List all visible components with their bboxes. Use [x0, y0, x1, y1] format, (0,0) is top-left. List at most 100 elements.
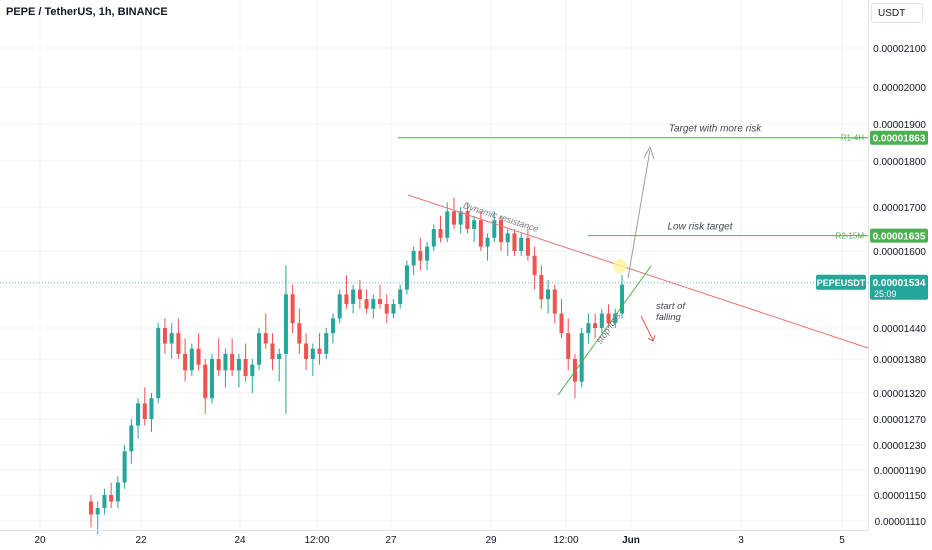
candle-body [115, 482, 120, 502]
candle-body [337, 294, 342, 319]
level-caption: Low risk target [667, 222, 733, 233]
candle-body [351, 289, 356, 304]
time-tick-label: Jun [622, 535, 640, 546]
candle-body [593, 323, 598, 328]
candle-body [579, 333, 584, 382]
candle-body [102, 495, 107, 508]
stop-loss-line [557, 265, 652, 396]
candle-body [458, 211, 463, 225]
candle-body [277, 353, 282, 359]
candle-body [465, 211, 470, 229]
candle-body [539, 275, 544, 300]
touch-highlight [613, 259, 627, 273]
candle-body [445, 211, 450, 238]
candle-body [619, 284, 625, 314]
price-tick-label: 0.00001800 [873, 157, 926, 168]
price-tick-label: 0.00001440 [873, 324, 926, 335]
level-caption: Target with more risk [669, 124, 762, 135]
candle-body [344, 294, 349, 304]
price-tick-label: 0.00001700 [873, 203, 926, 214]
price-tick-label: 0.00001380 [873, 355, 926, 366]
candle-body [532, 255, 537, 276]
time-tick-label: 29 [485, 535, 497, 546]
candle-body [384, 303, 389, 314]
candle-body [485, 237, 490, 247]
candle-body [230, 353, 235, 371]
time-tick-label: 24 [234, 535, 246, 546]
candles [88, 197, 625, 534]
candle-body [129, 425, 134, 452]
candle-body [176, 333, 181, 354]
chart-title: PEPE / TetherUS, 1h, BINANCE [6, 6, 168, 18]
candle-body [451, 211, 456, 225]
candle-body [243, 359, 248, 376]
candle-body [209, 359, 215, 399]
price-tick-label: 0.00001320 [873, 389, 926, 400]
price-tick-label: 0.00002100 [873, 44, 926, 55]
time-tick-label: 20 [34, 535, 46, 546]
price-tick-label: 0.00002000 [873, 83, 926, 94]
candle-body [498, 220, 504, 243]
level-tag: R2-15M [836, 232, 865, 241]
candle-body [505, 233, 510, 243]
level-price-text: 0.00001863 [873, 134, 926, 145]
candle-body [136, 403, 141, 426]
last-price-badge [870, 274, 928, 300]
candle-body [391, 303, 396, 314]
candle-body [216, 359, 221, 371]
candle-body [169, 333, 174, 344]
level-price-badge [870, 130, 928, 145]
symbol-badge-text: PEPEUSDT [817, 278, 866, 288]
candle-body [566, 333, 571, 359]
candle-body [599, 313, 604, 328]
candle-body [418, 251, 423, 261]
price-tick-label: 0.00001230 [873, 441, 926, 452]
candle-body [411, 251, 416, 266]
candle-body [109, 495, 114, 502]
candle-body [431, 229, 436, 247]
candle-body [149, 398, 154, 419]
resistance-line [407, 194, 869, 349]
level-price-badge [870, 228, 928, 243]
candle-body [572, 359, 577, 382]
candle-body [364, 299, 369, 309]
price-tick-label: 0.00001270 [873, 415, 926, 426]
candle-body [263, 333, 268, 344]
candle-body [425, 246, 430, 261]
candle-body [283, 294, 288, 354]
level-price-text: 0.00001635 [873, 232, 926, 243]
time-tick-label: 3 [738, 535, 744, 546]
candle-body [203, 364, 208, 399]
candle-body [478, 220, 483, 247]
candle-body [162, 328, 167, 344]
candle-body [250, 364, 255, 376]
candle-body [88, 501, 94, 515]
price-tick-label: 0.00001150 [874, 491, 927, 502]
candle-body [357, 289, 362, 300]
candle-body [297, 323, 302, 344]
price-tick-label: 0.00001600 [873, 247, 926, 258]
down-arrow-head [647, 334, 656, 342]
candle-body [512, 233, 517, 251]
candle-body [95, 508, 100, 515]
grid [0, 0, 868, 530]
candle-body [552, 289, 557, 314]
candle-body [438, 229, 443, 238]
candle-body [142, 403, 147, 419]
candle-body [330, 318, 335, 334]
up-arrow-head [643, 145, 655, 160]
candle-body [189, 348, 194, 371]
candle-body [223, 353, 228, 371]
candle-body [492, 220, 497, 238]
time-tick-label: 5 [839, 535, 845, 546]
candle-body [122, 451, 127, 483]
candle-body [378, 299, 383, 304]
currency-button[interactable]: USDT [871, 3, 923, 23]
candle-body [196, 348, 201, 365]
time-tick-label: 27 [385, 535, 397, 546]
candle-body [519, 237, 524, 251]
candle-body [371, 299, 376, 309]
